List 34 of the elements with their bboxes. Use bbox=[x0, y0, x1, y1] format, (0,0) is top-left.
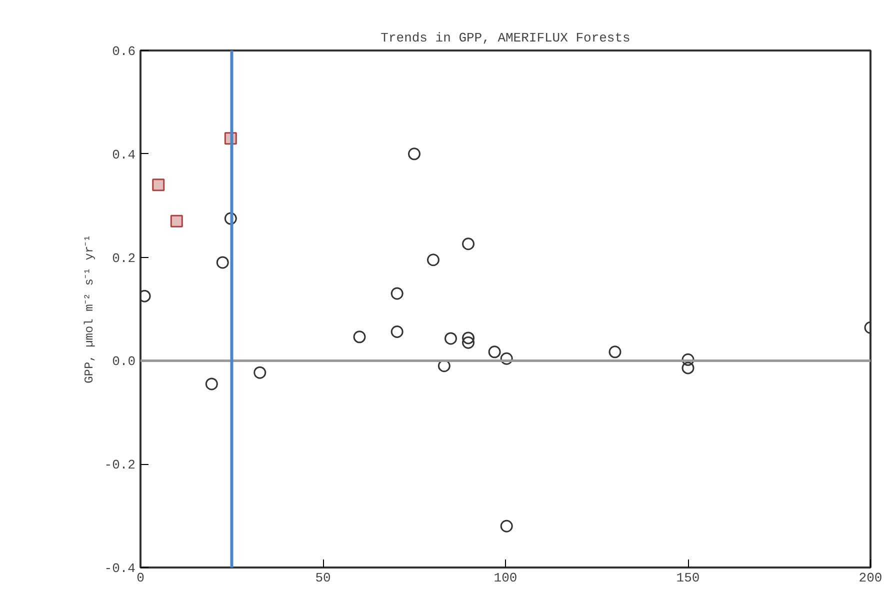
x-tick-label: 0 bbox=[136, 570, 144, 586]
point bbox=[254, 366, 266, 379]
point bbox=[682, 362, 694, 374]
y-tick-label: -0.4 bbox=[104, 561, 136, 576]
point bbox=[488, 346, 501, 358]
x-tick-label: 200 bbox=[858, 570, 882, 586]
point bbox=[390, 287, 404, 300]
point bbox=[462, 336, 475, 349]
point bbox=[682, 353, 694, 366]
y-tick-label: 0.6 bbox=[112, 44, 136, 59]
chart-title: Trends in GPP, AMERIFLUX Forests bbox=[380, 30, 630, 46]
point bbox=[500, 520, 513, 532]
point bbox=[353, 330, 366, 344]
x-tick-label: 100 bbox=[494, 570, 518, 586]
y-tick-label: -0.2 bbox=[104, 458, 136, 473]
x-tick-label: 50 bbox=[315, 570, 331, 586]
point bbox=[390, 326, 404, 338]
point bbox=[500, 352, 513, 365]
point bbox=[216, 256, 229, 269]
point bbox=[224, 212, 237, 225]
point bbox=[608, 346, 622, 358]
point bbox=[408, 148, 420, 160]
point bbox=[444, 332, 457, 345]
point bbox=[426, 254, 440, 266]
point bbox=[170, 214, 183, 228]
point bbox=[462, 238, 475, 250]
point bbox=[152, 178, 165, 192]
point bbox=[462, 332, 475, 344]
point bbox=[205, 378, 218, 390]
y-tick-label: 0.0 bbox=[112, 354, 136, 370]
y-tick-label: 0.2 bbox=[112, 250, 136, 266]
y-axis-title: GPP, µmol m⁻² s⁻¹ yr⁻¹ bbox=[82, 234, 96, 384]
y-tick-label: 0.4 bbox=[112, 147, 136, 162]
x-tick-label: 150 bbox=[676, 570, 700, 586]
